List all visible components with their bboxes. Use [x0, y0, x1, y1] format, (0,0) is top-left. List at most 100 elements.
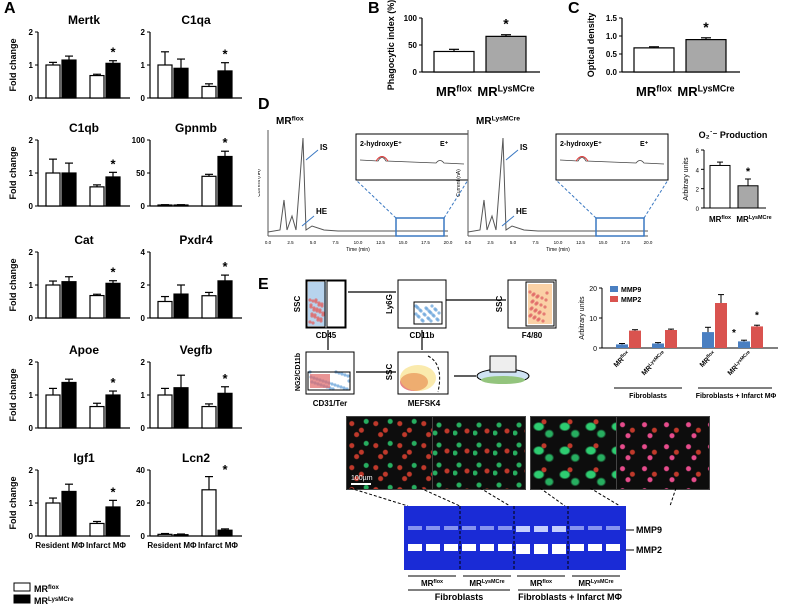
- inset-connector: [355, 179, 397, 219]
- inset-trace: [559, 157, 665, 165]
- gene-title: Gpnmb: [175, 121, 217, 135]
- event-dot: [414, 312, 418, 316]
- event-dot: [531, 293, 535, 297]
- gene-chart-pxdr4: Pxdr4 0 2 4 *: [141, 233, 242, 323]
- panel-c-y-tick-label: 0.0: [606, 68, 618, 77]
- band-mmp9: [426, 526, 440, 530]
- y-tick-label: 2: [29, 28, 34, 37]
- panel-label-a: A: [4, 0, 16, 17]
- event-dot: [532, 316, 536, 320]
- event-dot: [528, 314, 532, 318]
- event-dot: [539, 303, 543, 307]
- event-dot: [316, 316, 320, 320]
- x-tick-label: 5.0: [310, 240, 317, 245]
- flow-plot-f480: [507, 279, 557, 329]
- micrograph-lys-coculture: [616, 416, 710, 490]
- inset-label-hydroxy: 2-hydroxyE⁺: [360, 141, 402, 148]
- significance-star: *: [110, 156, 116, 171]
- event-dot: [419, 309, 423, 313]
- bar: [61, 281, 77, 319]
- y-tick-label: 2: [29, 248, 34, 257]
- legend-label-lys: MRLysMCre: [34, 596, 74, 606]
- zoom-box: [595, 217, 645, 237]
- y-tick-label: 0: [141, 94, 146, 103]
- x-tick-label: 2.5: [287, 240, 294, 245]
- event-dot: [434, 308, 438, 312]
- gene-chart-cat: Cat 0 1 2 Fold change *: [8, 233, 130, 323]
- dashed-connector: [349, 488, 409, 507]
- significance-star: *: [110, 45, 116, 60]
- bar: [217, 70, 233, 99]
- chromatogram-lys: MRLysMCre Current (nA) 0.0 2.5 5.0 7.5 10.0 12.…: [456, 116, 669, 253]
- bar: [173, 293, 189, 319]
- bar-mmp2: [715, 303, 727, 348]
- bar: [61, 59, 77, 99]
- y-tick-label: 0: [696, 207, 700, 213]
- y-axis-label: Current (nA): [258, 169, 262, 197]
- event-dot: [432, 314, 436, 318]
- culture-dish-icon: [476, 355, 530, 384]
- inset-peak-red: [575, 156, 589, 162]
- y-tick-label: 4: [696, 168, 700, 174]
- y-tick-label: 0: [29, 202, 34, 211]
- band-mmp9: [462, 526, 476, 530]
- lane-group-label: MRLysMCre: [578, 579, 613, 588]
- event-dot: [315, 307, 319, 311]
- bar: [157, 394, 173, 429]
- band-mmp2: [552, 544, 566, 554]
- inset: [355, 133, 469, 181]
- arrow-he: [301, 215, 315, 227]
- gate: [307, 371, 351, 391]
- panel-c-y-tick-label: 1.0: [606, 32, 618, 41]
- x-tick-label: 10.0: [554, 240, 563, 245]
- x-tick-label: 2.5: [487, 240, 494, 245]
- legend-swatch-mmp9: [610, 286, 618, 292]
- band-mmp2: [516, 544, 530, 554]
- arrow-is: [305, 149, 319, 161]
- panel-b-phagocytic-chart: 0 50 100 Phagocytic index (%) MRflox MRLysMCr…: [386, 0, 540, 99]
- event-dot: [421, 319, 425, 323]
- panel-c-x-label: MRLysMCre: [677, 83, 734, 99]
- band-mmp2: [588, 544, 602, 551]
- event-dot: [427, 317, 431, 321]
- bar: [45, 64, 61, 99]
- group-caption-fibro: Fibroblasts: [629, 393, 667, 400]
- group-label-infarct: Infarct MΦ: [86, 541, 126, 550]
- x-axis-label: Time (min): [546, 247, 570, 253]
- event-dot: [312, 306, 316, 310]
- bar: [105, 176, 121, 207]
- event-dot: [528, 290, 532, 294]
- band-mmp9: [534, 526, 548, 532]
- axis-ssc-2: SSC: [495, 296, 504, 313]
- bar: [89, 186, 105, 207]
- y-tick-label: 0: [29, 94, 34, 103]
- bar: [201, 85, 217, 99]
- event-dot: [436, 318, 440, 322]
- band-mmp2: [426, 544, 440, 551]
- y-tick-label: 100: [132, 136, 146, 145]
- zymography-gel: MMP9 MMP2 MRflox MRLysMCre MRflox MRLysMCre Fi…: [349, 488, 677, 602]
- band-mmp9: [480, 526, 494, 530]
- gene-chart-mertk: Mertk 0 1 2 Fold change *: [8, 13, 130, 103]
- group-label: MRflox: [612, 349, 632, 369]
- inset-label-e: E⁺: [440, 141, 449, 148]
- y-tick-label: 10: [589, 316, 597, 323]
- gene-title: Apoe: [69, 343, 99, 357]
- group-label: MRflox: [698, 349, 718, 369]
- panel-d-chromatograms: MRflox Current (nA) 0.0 2.5 5.0 7.5 10.0 12.5 15…: [258, 116, 772, 254]
- dashed-connector: [539, 488, 566, 507]
- gate: [525, 281, 555, 327]
- panel-b-y-tick-label: 100: [404, 14, 418, 23]
- bar: [737, 185, 759, 209]
- significance-star: *: [110, 375, 116, 390]
- micrograph-flox-coculture: [530, 416, 624, 490]
- bar-mmp9: [652, 343, 664, 348]
- arrow-he: [501, 215, 515, 227]
- event-dot: [429, 319, 433, 323]
- band-mmp2: [462, 544, 476, 551]
- bar: [157, 300, 173, 319]
- chromatogram-title: MRflox: [276, 116, 304, 128]
- band-mmp2: [480, 544, 494, 551]
- group-label: MRLysMCre: [640, 349, 668, 377]
